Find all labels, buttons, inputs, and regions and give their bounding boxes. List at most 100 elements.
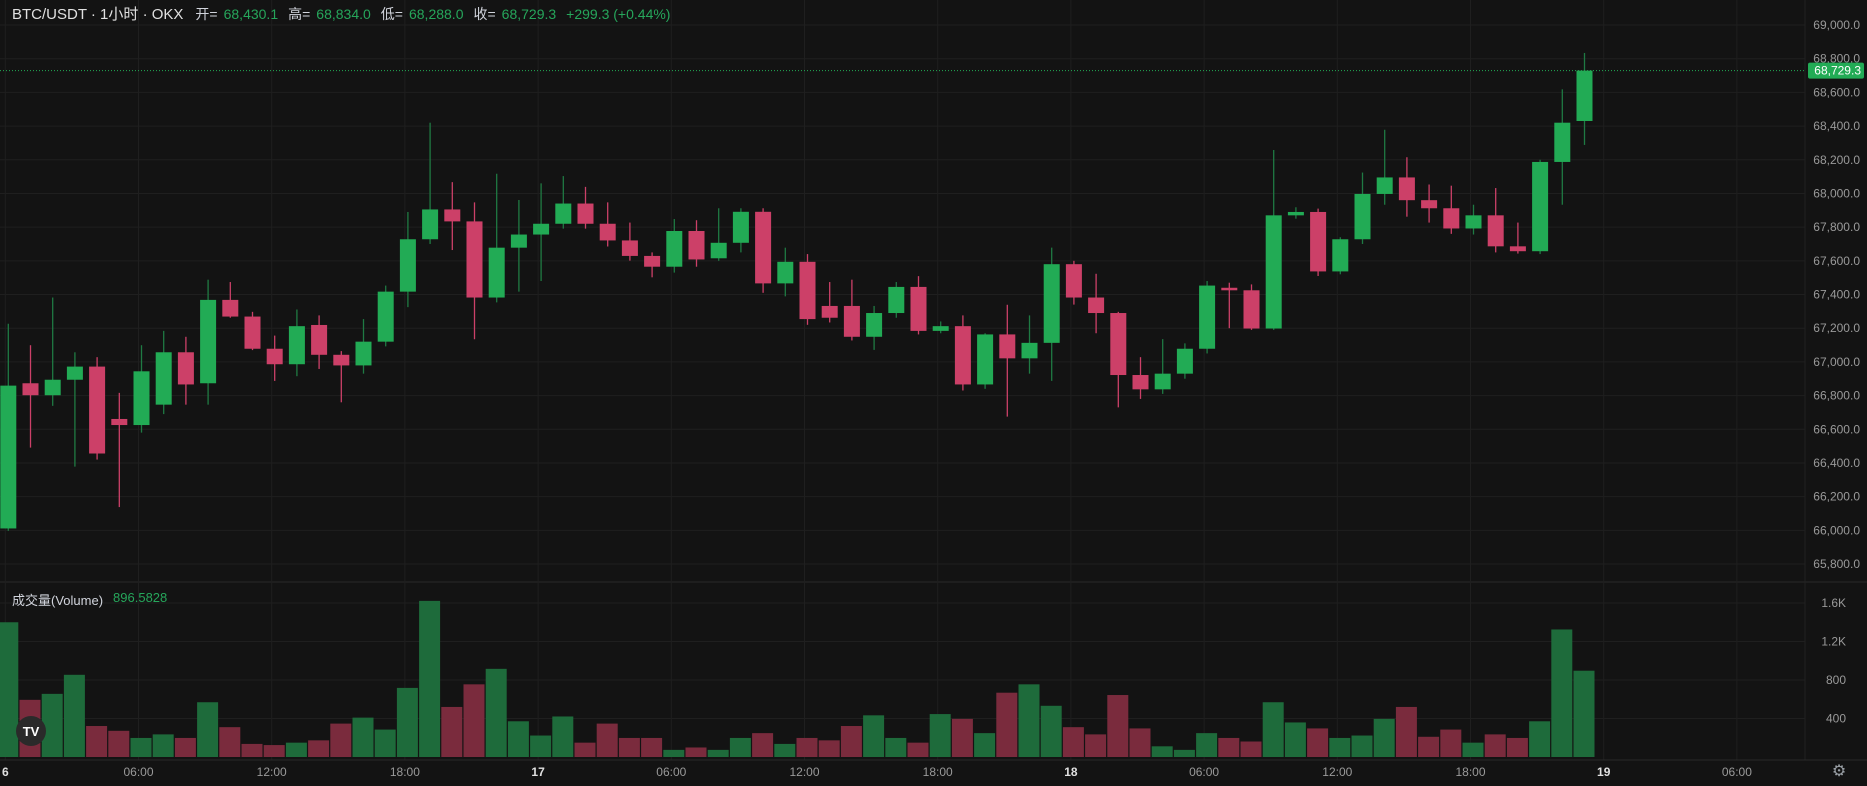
- candle-body: [777, 261, 794, 284]
- volume-bar: [130, 737, 152, 757]
- volume-bar: [1529, 721, 1551, 757]
- candle: [510, 200, 527, 292]
- candle: [1265, 149, 1282, 330]
- gear-icon[interactable]: ⚙: [1831, 763, 1847, 780]
- time-tick-label: 19: [1597, 765, 1611, 779]
- candle: [732, 208, 749, 253]
- volume-bar: [1062, 727, 1084, 757]
- volume-bar: [507, 721, 529, 757]
- candle: [1487, 188, 1504, 253]
- time-tick-label: 12:00: [257, 765, 287, 779]
- price-tick-label: 68,400.0: [1813, 119, 1860, 133]
- candle: [399, 211, 416, 308]
- time-tick-label: 6: [2, 765, 9, 779]
- candle: [311, 315, 328, 369]
- volume-bar: [108, 730, 130, 757]
- candle: [954, 315, 971, 391]
- volume-bar: [419, 600, 441, 757]
- open-value: 68,430.1: [223, 6, 279, 22]
- candle: [22, 345, 39, 448]
- volume-bar: [396, 687, 418, 757]
- time-tick-label: 06:00: [1722, 765, 1752, 779]
- symbol-title: BTC/USDT · 1小时 · OKX: [12, 6, 184, 23]
- close-label: 收=: [473, 6, 496, 22]
- candle: [1065, 260, 1082, 305]
- candle-body: [89, 366, 106, 454]
- candle: [888, 282, 905, 318]
- volume-bar: [219, 727, 241, 757]
- candle: [1332, 237, 1349, 275]
- candle: [644, 252, 661, 278]
- candle-body: [910, 286, 927, 331]
- candle-body: [710, 242, 727, 259]
- candle: [1554, 89, 1571, 205]
- candle: [1354, 172, 1371, 244]
- candle-body: [666, 230, 683, 267]
- candle-body: [621, 240, 638, 256]
- candle-body: [866, 313, 883, 337]
- candle-body: [111, 418, 128, 426]
- price-tick-label: 67,000.0: [1813, 355, 1860, 369]
- volume-bar: [729, 737, 751, 757]
- candle: [377, 285, 394, 347]
- volume-bar: [308, 740, 330, 757]
- candle-body: [1065, 264, 1082, 298]
- volume-bar: [552, 716, 574, 757]
- candle-body: [1021, 342, 1038, 359]
- open-label: 开=: [195, 6, 218, 22]
- tradingview-logo[interactable]: TV: [16, 716, 46, 746]
- candle: [932, 321, 949, 334]
- volume-bar: [330, 723, 352, 757]
- price-tick-label: 68,800.0: [1813, 52, 1860, 66]
- candle-body: [888, 286, 905, 314]
- candle-body: [22, 383, 39, 396]
- price-tick-label: 66,400.0: [1813, 456, 1860, 470]
- candle: [821, 282, 838, 323]
- candle-body: [155, 352, 172, 405]
- volume-bar: [441, 706, 463, 757]
- candle: [1132, 357, 1149, 399]
- candle-body: [999, 334, 1016, 359]
- candle-body: [422, 209, 439, 240]
- volume-bar: [41, 693, 63, 757]
- volume-bar: [618, 737, 640, 757]
- price-tick-label: 65,800.0: [1813, 557, 1860, 571]
- volume-bar: [1484, 734, 1506, 757]
- volume-bar: [1573, 670, 1595, 757]
- volume-bar: [907, 742, 929, 757]
- candle: [1509, 222, 1526, 254]
- candle-body: [222, 299, 239, 317]
- candle-body: [1532, 161, 1549, 252]
- candle-body: [755, 211, 772, 284]
- candle: [688, 220, 705, 267]
- candle: [977, 333, 994, 389]
- volume-bar: [1551, 629, 1573, 757]
- price-tick-label: 66,200.0: [1813, 490, 1860, 504]
- volume-bar: [263, 745, 285, 757]
- volume-bar: [1307, 728, 1329, 757]
- time-tick-label: 12:00: [1322, 765, 1352, 779]
- volume-value: 896.5828: [113, 590, 168, 605]
- candle-body: [1287, 211, 1304, 216]
- volume-bar: [663, 749, 685, 757]
- last-price-label: 68,729.3: [1814, 64, 1861, 78]
- candle-body: [266, 348, 283, 365]
- volume-bar: [463, 684, 485, 757]
- candle: [355, 319, 372, 374]
- volume-tick-label: 1.2K: [1821, 635, 1846, 649]
- high-label: 高=: [288, 6, 311, 22]
- volume-bar: [1262, 702, 1284, 757]
- volume-bar: [1040, 705, 1062, 757]
- volume-bar: [1373, 718, 1395, 757]
- candle-body: [355, 341, 372, 366]
- volume-bar: [1129, 728, 1151, 757]
- candle-body: [133, 371, 150, 426]
- candle-body: [399, 239, 416, 292]
- candle: [1376, 129, 1393, 205]
- candle: [89, 357, 106, 460]
- price-tick-label: 66,000.0: [1813, 523, 1860, 537]
- volume-bar: [1329, 737, 1351, 757]
- candle: [1021, 315, 1038, 374]
- candle: [333, 351, 350, 403]
